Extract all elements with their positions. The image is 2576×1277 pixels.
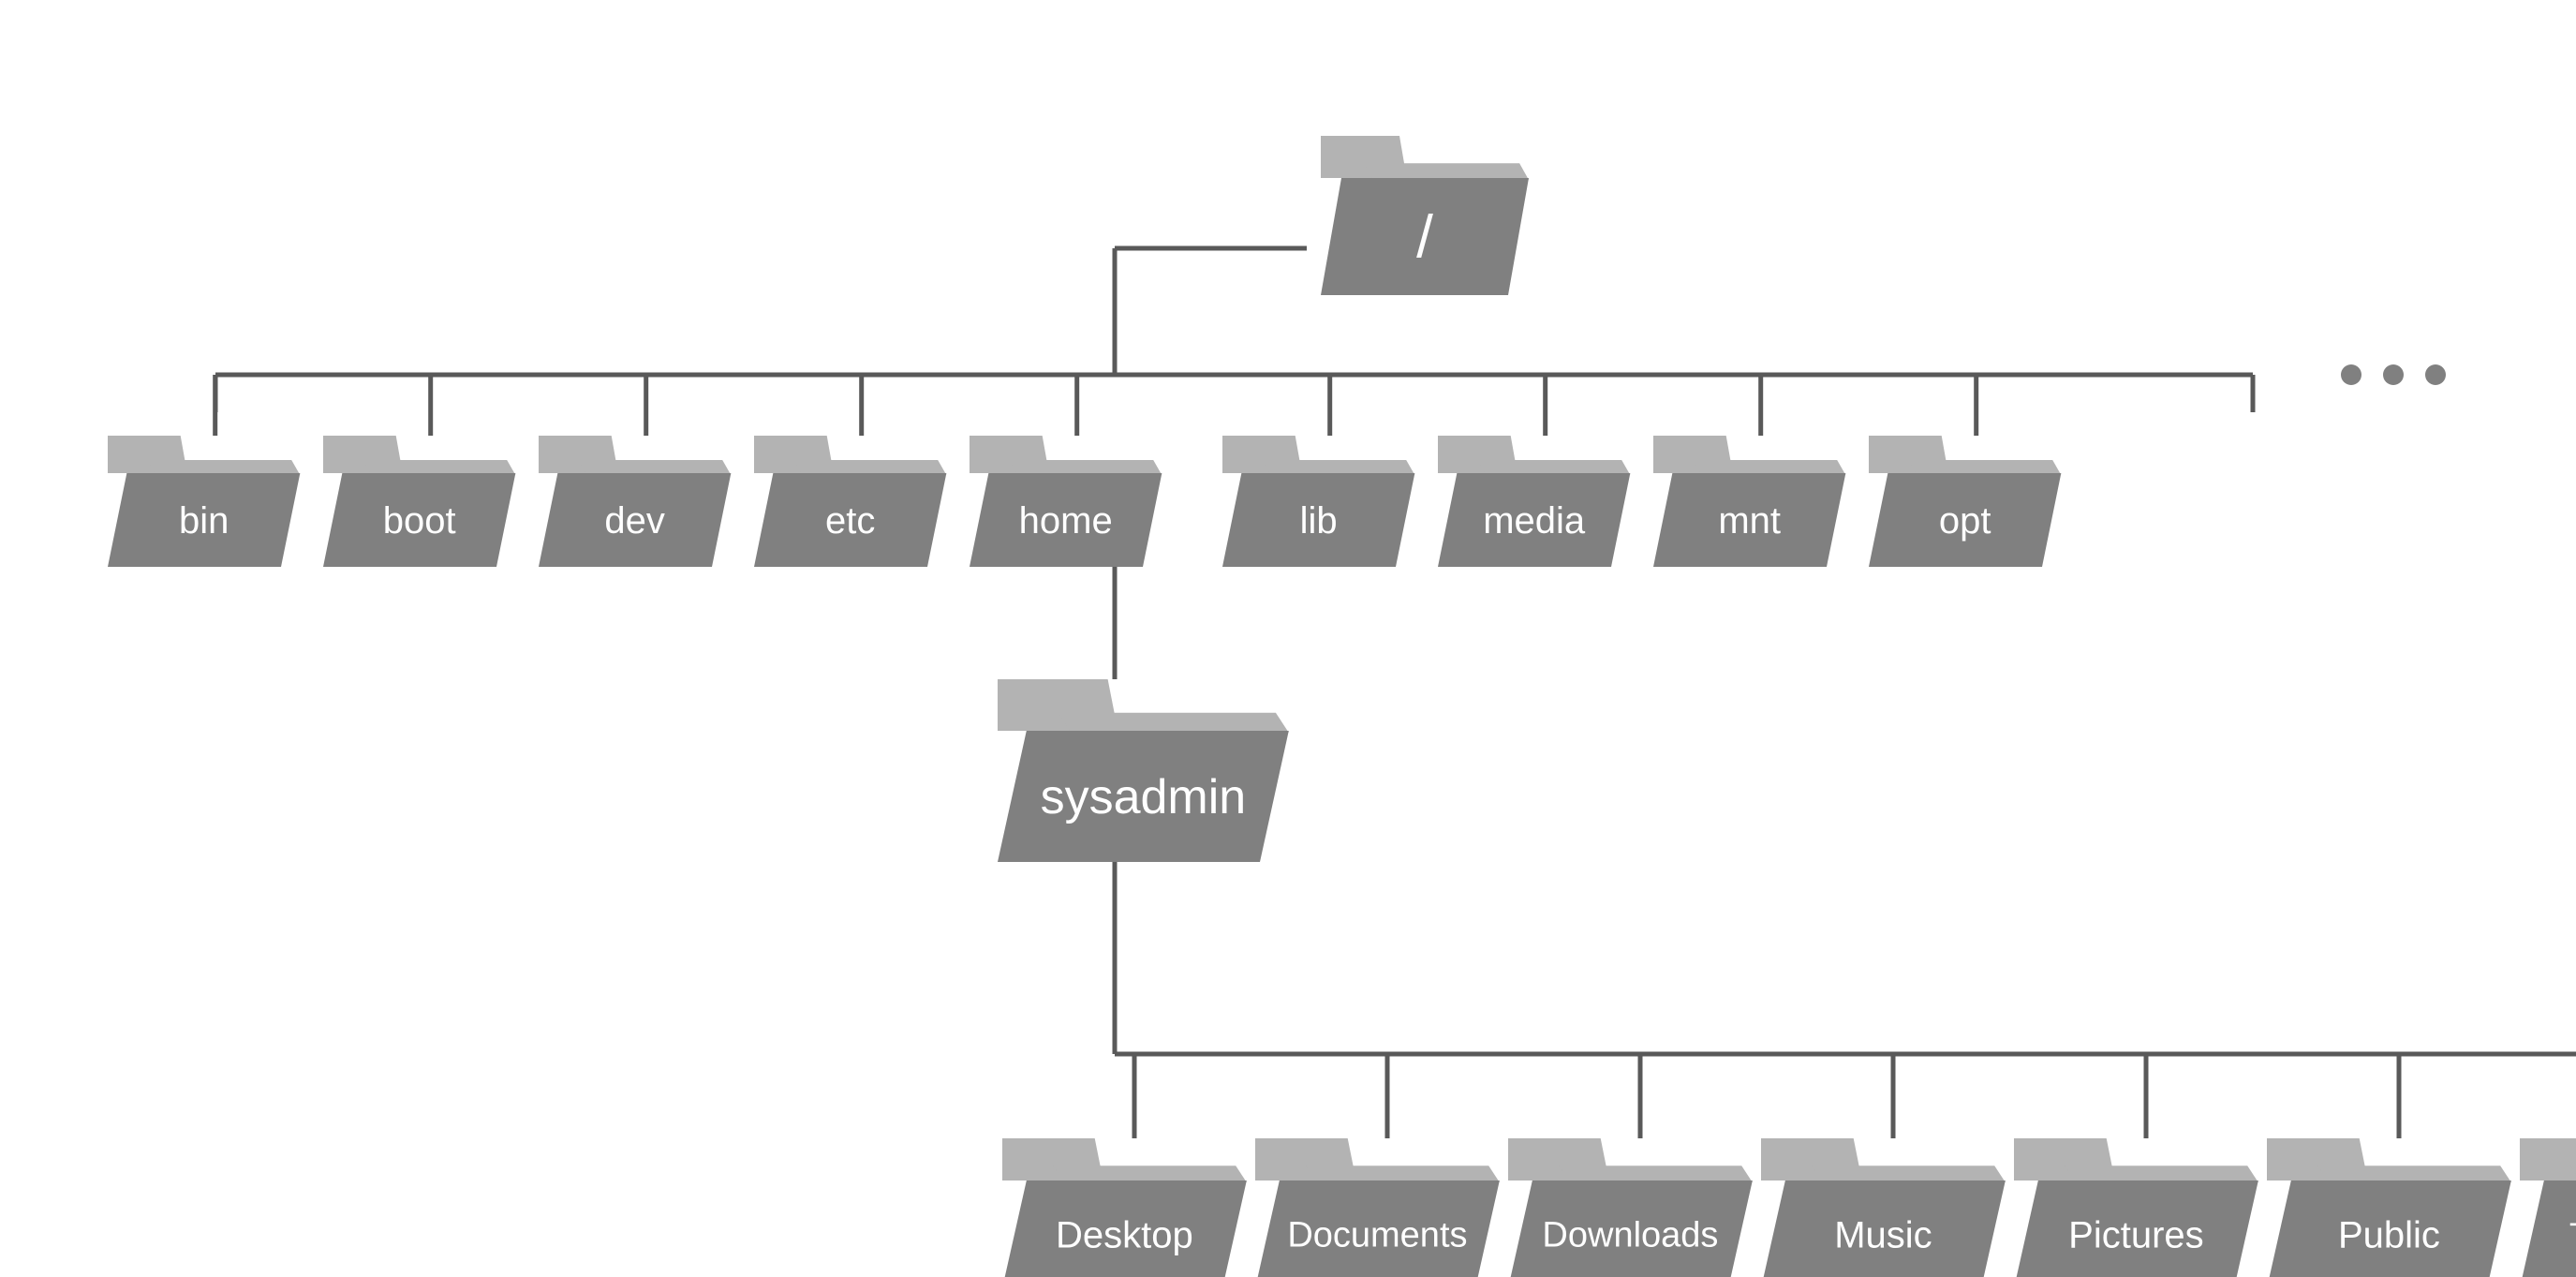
filesystem-tree-diagram: / bin boot dev etc home lib media mnt opt sysadmin… — [0, 0, 2576, 1277]
folder-lib-label: lib — [1300, 500, 1338, 542]
folder-bin: bin — [108, 436, 300, 567]
folder-pictures-label: Pictures — [2068, 1214, 2204, 1255]
folder-bin-label: bin — [179, 500, 229, 542]
folder-downloads: Downloads — [1508, 1138, 1753, 1277]
folder-mnt: mnt — [1653, 436, 1845, 567]
folder-media-label: media — [1483, 500, 1586, 542]
ellipsis-dot — [2383, 364, 2404, 385]
folder-etc-label: etc — [825, 500, 875, 542]
folder-pictures: Pictures — [2014, 1138, 2258, 1277]
folder-music: Music — [1761, 1138, 2006, 1277]
folder-public-label: Public — [2338, 1214, 2440, 1255]
folder-etc: etc — [754, 436, 946, 567]
ellipsis-dot — [2425, 364, 2446, 385]
folder-desktop: Desktop — [1002, 1138, 1247, 1277]
folder-lib: lib — [1222, 436, 1414, 567]
folder-music-label: Music — [1834, 1214, 1932, 1255]
folder-desktop-label: Desktop — [1056, 1214, 1193, 1255]
folder-documents: Documents — [1255, 1138, 1500, 1277]
folder-sysadmin-label: sysadmin — [1041, 770, 1247, 824]
folder-home-label: home — [1019, 500, 1113, 542]
folder-sysadmin: sysadmin — [998, 679, 1289, 862]
folder-public: Public — [2267, 1138, 2511, 1277]
folder-dev: dev — [539, 436, 731, 567]
folder-root: / — [1321, 136, 1529, 295]
folder-templates-label: Templates — [2569, 1217, 2576, 1253]
folder-downloads-label: Downloads — [1542, 1216, 1718, 1255]
folder-documents-label: Documents — [1287, 1216, 1467, 1255]
folder-media: media — [1438, 436, 1630, 567]
folder-boot: boot — [323, 436, 515, 567]
folder-opt: opt — [1869, 436, 2061, 567]
folder-root-label: / — [1416, 203, 1433, 271]
folder-boot-label: boot — [383, 500, 456, 542]
folder-mnt-label: mnt — [1718, 500, 1781, 542]
folder-home: home — [970, 436, 1162, 567]
folder-opt-label: opt — [1939, 500, 1991, 542]
folder-dev-label: dev — [604, 500, 665, 542]
ellipsis-dot — [2341, 364, 2361, 385]
folder-templates: Templates — [2520, 1138, 2576, 1277]
